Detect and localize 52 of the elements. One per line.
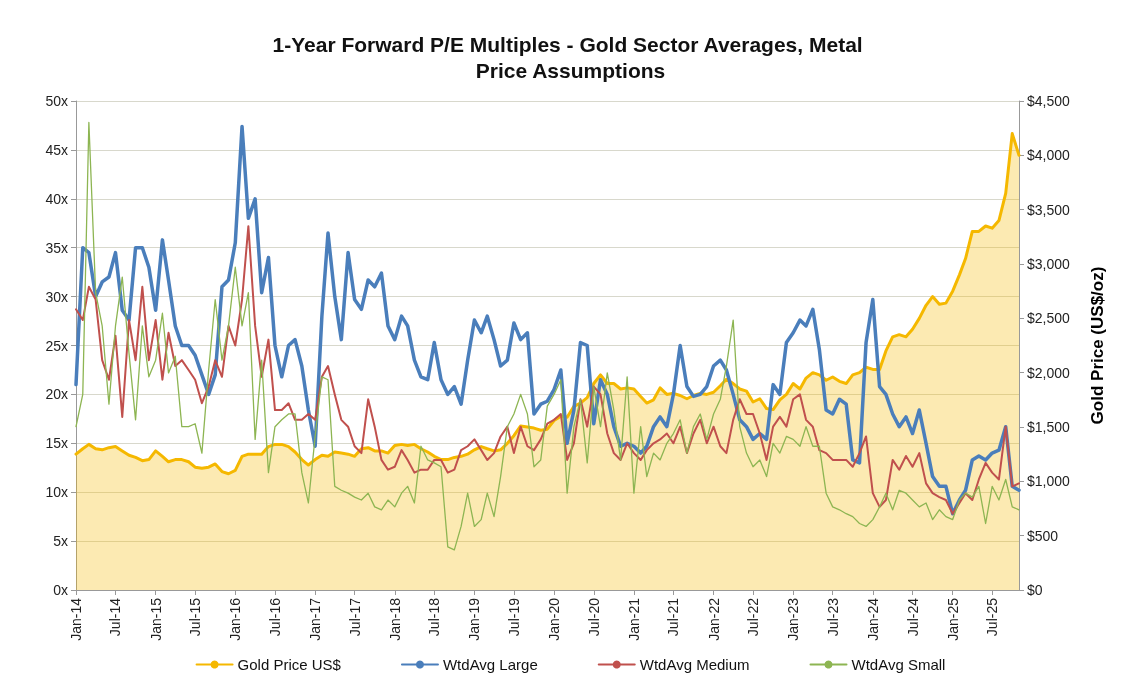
x-tick-label: Jan-14 bbox=[68, 597, 84, 641]
line-series bbox=[75, 225, 1020, 515]
y-tick-label: 35x bbox=[45, 239, 68, 256]
y2-tick-label: $3,000 bbox=[1027, 256, 1071, 272]
x-tick-label: Jul-14 bbox=[107, 597, 124, 637]
x-tick-label: Jul-21 bbox=[665, 597, 682, 637]
x-tick-label: Jan-19 bbox=[466, 597, 483, 641]
x-tick-label: Jan-17 bbox=[307, 597, 324, 641]
y2-tick-label: $1,000 bbox=[1027, 473, 1071, 490]
y2-tick-label: $2,500 bbox=[1027, 310, 1071, 327]
y2-tick-label: $4,500 bbox=[1027, 93, 1071, 109]
y2-tick-label: $2,000 bbox=[1027, 364, 1071, 381]
y-tick-label: 5x bbox=[53, 533, 68, 550]
x-tick-label: Jul-15 bbox=[187, 597, 204, 637]
y-tick-label: 25x bbox=[45, 337, 68, 354]
legend-label: Gold Price US$ bbox=[237, 656, 342, 673]
x-tick-label: Jan-22 bbox=[705, 597, 722, 641]
y-tick-label: 45x bbox=[45, 141, 68, 158]
y2-tick-label: $4,000 bbox=[1027, 147, 1071, 164]
legend-label: WtdAvg Medium bbox=[639, 656, 750, 673]
y2-tick-label: $0 bbox=[1027, 582, 1043, 598]
x-tick-label: Jan-23 bbox=[785, 597, 802, 641]
x-tick-label: Jan-16 bbox=[227, 597, 244, 641]
y-tick-label: 40x bbox=[45, 190, 68, 207]
x-tick-label: Jan-20 bbox=[546, 597, 563, 641]
y-tick-label: 50x bbox=[45, 93, 68, 109]
x-tick-label: Jan-21 bbox=[625, 597, 642, 641]
y-tick-label: 10x bbox=[45, 484, 68, 501]
y2-axis-title: Gold Price (US$/oz) bbox=[1088, 266, 1107, 425]
x-tick-label: Jan-15 bbox=[147, 597, 164, 641]
x-tick-label: Jul-18 bbox=[426, 597, 443, 637]
x-tick-label: Jan-25 bbox=[944, 597, 961, 641]
y-tick-label: 20x bbox=[45, 386, 68, 403]
x-tick-label: Jan-24 bbox=[864, 597, 881, 641]
x-tick-label: Jul-19 bbox=[505, 597, 522, 637]
legend-label: WtdAvg Small bbox=[851, 656, 946, 673]
x-tick-label: Jul-16 bbox=[266, 597, 283, 637]
x-tick-label: Jul-22 bbox=[745, 597, 762, 637]
x-tick-label: Jul-23 bbox=[824, 597, 841, 637]
y-tick-label: 15x bbox=[45, 435, 68, 452]
x-tick-label: Jan-18 bbox=[386, 597, 403, 641]
y2-tick-label: $3,500 bbox=[1027, 201, 1071, 218]
y2-tick-label: $1,500 bbox=[1027, 419, 1071, 435]
chart-title: 1-Year Forward P/E Multiples - Gold Sector Averages, Metal Price Assumptions bbox=[272, 32, 869, 82]
x-tick-label: Jul-20 bbox=[585, 597, 602, 637]
legend-label: WtdAvg Large bbox=[442, 656, 538, 673]
x-tick-label: Jul-25 bbox=[984, 597, 1001, 637]
y2-tick-label: $500 bbox=[1027, 527, 1059, 544]
x-tick-label: Jul-17 bbox=[346, 597, 363, 637]
y-tick-label: 30x bbox=[45, 288, 68, 305]
y-tick-label: 0x bbox=[53, 582, 68, 598]
x-tick-label: Jul-24 bbox=[904, 597, 921, 637]
